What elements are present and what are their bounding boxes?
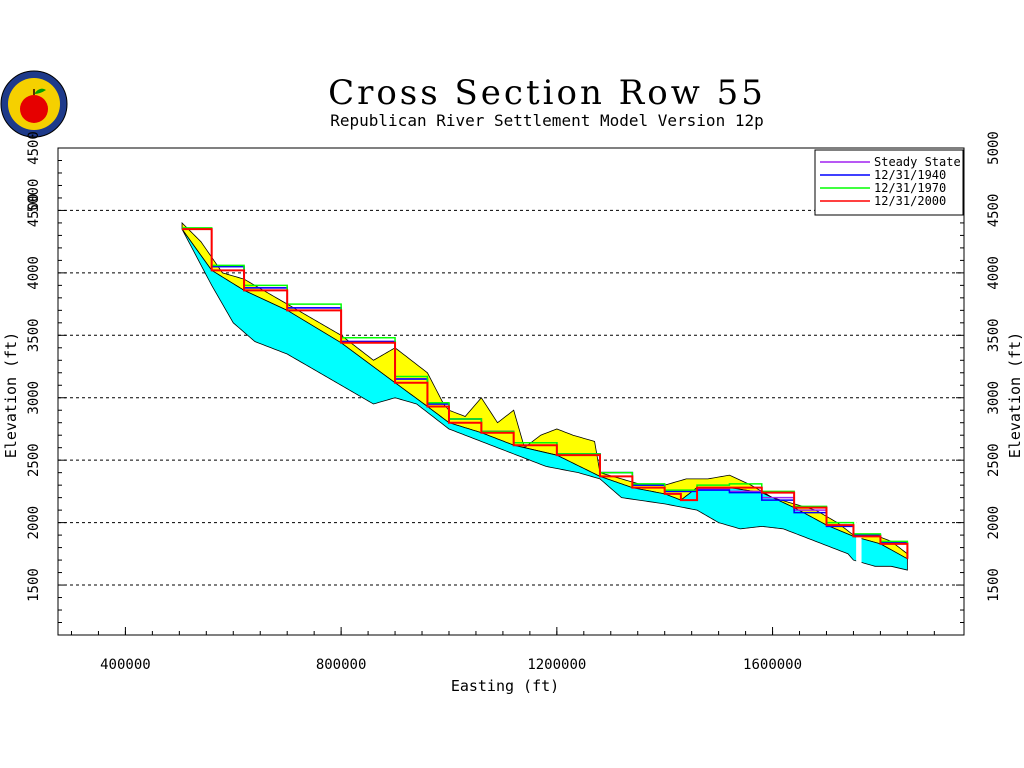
legend-label-1940: 12/31/1940 — [874, 168, 946, 182]
axis-ticks: 400000 800000 1200000 1600000 1500 1500 2000 20… — [26, 131, 1002, 673]
series-lines — [182, 227, 909, 559]
legend-label-2000: 12/31/2000 — [874, 194, 946, 208]
y-tick-label-left-4500: 4500 — [26, 194, 42, 228]
y-tick-label-right-4500: 4500 — [986, 194, 1002, 228]
y-tick-label-left-2000: 2000 — [26, 506, 42, 540]
y-tick-label-right-3000: 3000 — [986, 381, 1002, 415]
y-tick-label-left-4000: 4000 — [26, 256, 42, 290]
x-tick-label-400000: 400000 — [100, 657, 151, 673]
y-tick-label-left-3500: 3500 — [26, 318, 42, 352]
legend-box — [814, 149, 964, 216]
y-tick-label-right-4000: 4000 — [986, 256, 1002, 290]
saturated-zone-fill — [181, 228, 908, 571]
x-tick-label-1200000: 1200000 — [527, 657, 586, 673]
series-line-1970 — [182, 227, 909, 557]
y-tick-label-right-1500: 1500 — [986, 568, 1002, 602]
legend-label-1970: 12/31/1970 — [874, 181, 946, 195]
y-tick-label-right-5000: 5000 — [986, 131, 1002, 165]
y-tick-label-left-1500: 1500 — [26, 568, 42, 602]
model-gap — [856, 510, 862, 573]
y-tick-label-right-2500: 2500 — [986, 443, 1002, 477]
y-tick-label-left-5000: 4500 — [26, 131, 42, 165]
legend: Steady State 12/31/1940 12/31/1970 12/31… — [814, 149, 964, 216]
y-axis-label-right: Elevation (ft) — [1006, 332, 1024, 458]
y-tick-label-left-extra: 5000 — [26, 179, 42, 213]
x-axis-label: Easting (ft) — [451, 677, 559, 695]
apple-seal-logo — [0, 70, 68, 138]
plot-frame — [57, 147, 965, 636]
y-tick-label-right-3500: 3500 — [986, 318, 1002, 352]
x-tick-label-1600000: 1600000 — [743, 657, 802, 673]
legend-label-steady-state: Steady State — [874, 155, 961, 169]
y-tick-label-left-3000: 3000 — [26, 381, 42, 415]
x-tick-label-800000: 800000 — [316, 657, 367, 673]
series-line-2000 — [182, 228, 909, 559]
chart-title: Cross Section Row 55 — [328, 73, 766, 113]
y-tick-label-right-2000: 2000 — [986, 506, 1002, 540]
y-tick-label-left-2500: 2500 — [26, 443, 42, 477]
chart-subtitle: Republican River Settlement Model Versio… — [330, 111, 763, 130]
y-axis-label-left: Elevation (ft) — [2, 332, 20, 458]
